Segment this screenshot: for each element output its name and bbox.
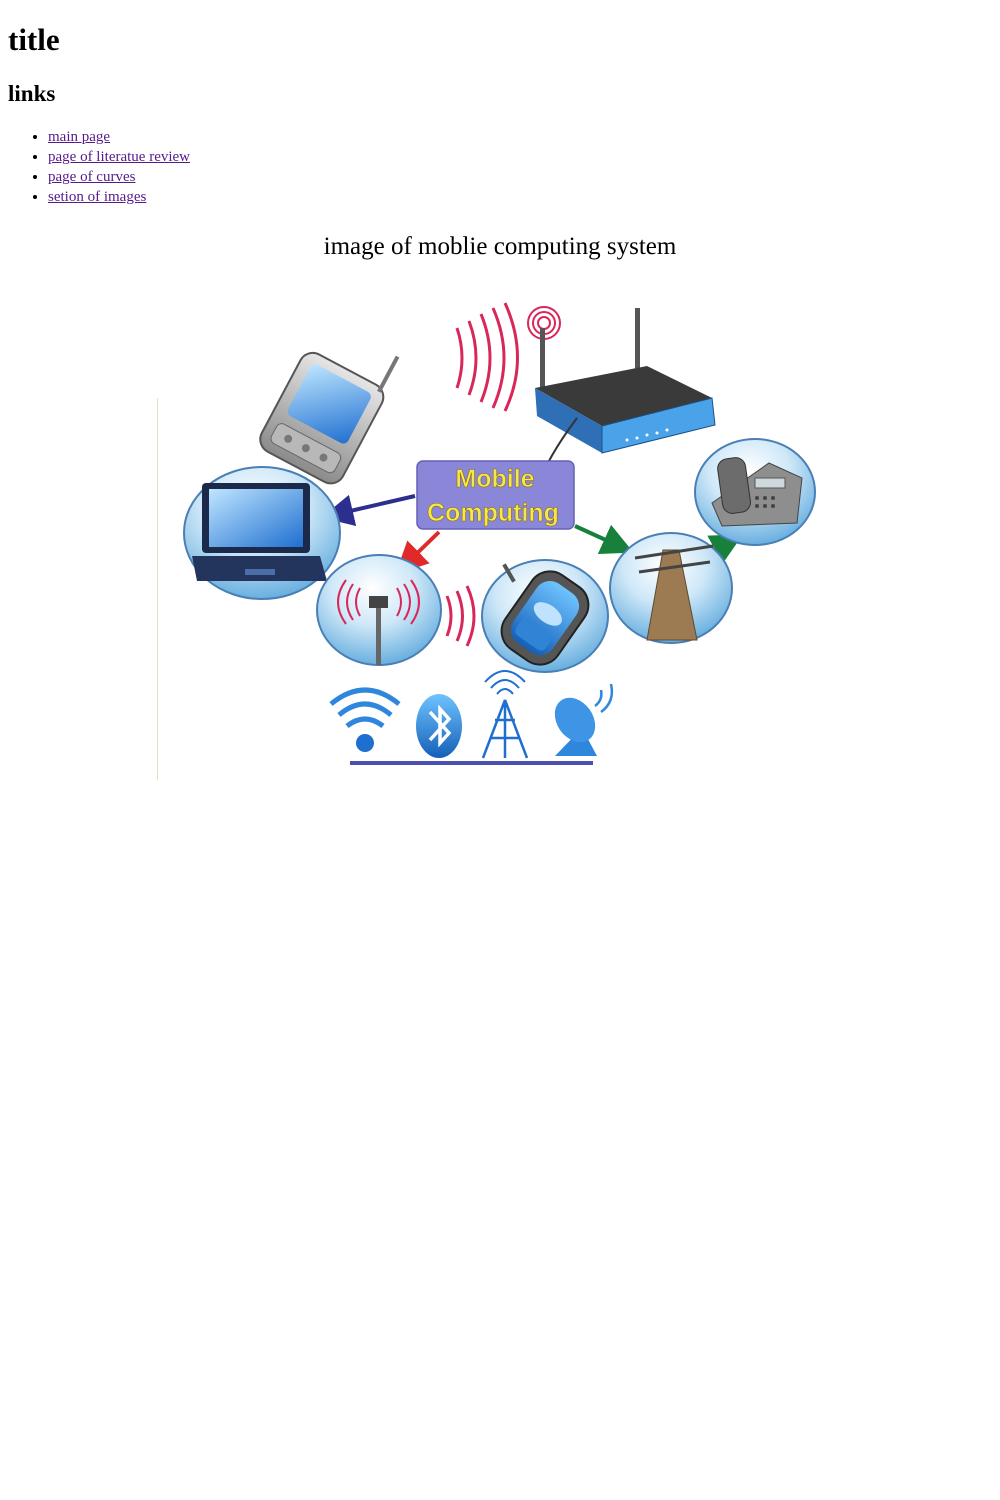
router-icon xyxy=(535,308,716,489)
list-item: setion of images xyxy=(48,187,190,207)
signal-waves-icon xyxy=(455,302,519,412)
laptop-icon xyxy=(183,466,341,600)
list-item: main page xyxy=(48,127,190,147)
center-label: Mobile Computing xyxy=(416,460,575,530)
center-label-line2: Computing xyxy=(427,499,559,527)
mobile-computing-diagram: Mobile Computing xyxy=(157,302,816,780)
arrow-to-laptop xyxy=(321,494,416,526)
mobile-computing-figure: Mobile Computing xyxy=(157,288,827,780)
literature-review-link[interactable]: page of literatue review xyxy=(48,149,191,165)
links-heading: links xyxy=(8,81,56,106)
list-item: page of curves xyxy=(48,167,190,187)
page-title: title xyxy=(8,22,60,57)
image-caption: image of moblie computing system xyxy=(323,233,677,260)
link-list: main page page of literatue review page … xyxy=(0,127,190,207)
main-page-link[interactable]: main page xyxy=(48,129,111,145)
list-item: page of literatue review xyxy=(48,147,190,167)
pda-icon xyxy=(259,351,400,485)
cell-tower-icon xyxy=(316,554,442,666)
curves-link[interactable]: page of curves xyxy=(48,169,136,185)
satellite-dish-icon xyxy=(554,683,614,756)
images-link[interactable]: setion of images xyxy=(48,189,147,205)
mobile-phone-icon xyxy=(481,559,609,673)
arrow-to-tower xyxy=(395,530,441,575)
bluetooth-icon xyxy=(416,694,462,758)
center-label-line1: Mobile xyxy=(455,465,534,493)
telephone-pole-icon xyxy=(609,532,733,644)
wifi-icon xyxy=(329,687,401,752)
desk-phone-icon xyxy=(694,438,816,546)
icon-row-underline xyxy=(350,761,593,765)
arrow-to-pole xyxy=(574,524,634,554)
signal-waves-icon xyxy=(445,585,476,647)
antenna-tower-icon xyxy=(481,670,529,759)
